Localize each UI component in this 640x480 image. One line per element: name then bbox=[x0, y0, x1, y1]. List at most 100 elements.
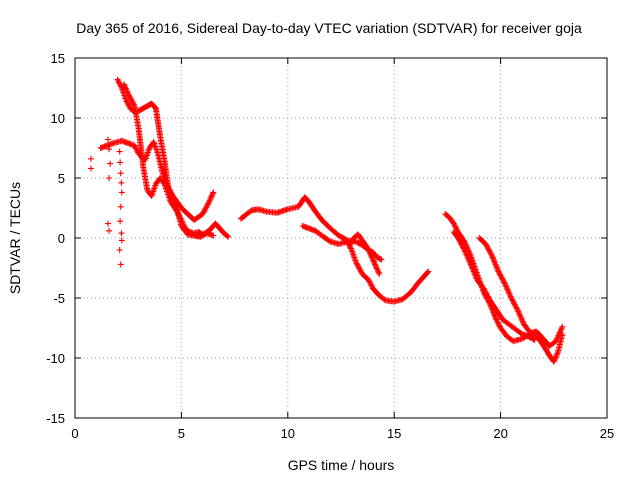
data-point bbox=[465, 257, 472, 264]
data-point bbox=[174, 208, 181, 215]
data-point bbox=[122, 84, 129, 91]
data-point bbox=[208, 193, 215, 200]
data-point bbox=[481, 288, 488, 295]
data-point bbox=[494, 267, 501, 274]
data-point bbox=[125, 102, 132, 109]
data-point bbox=[210, 232, 217, 239]
data-point bbox=[355, 263, 362, 269]
data-point bbox=[470, 267, 477, 274]
data-point bbox=[367, 281, 374, 288]
y-tick-label: 15 bbox=[51, 51, 65, 66]
data-point bbox=[378, 256, 385, 263]
data-point bbox=[551, 357, 558, 364]
data-point bbox=[131, 142, 138, 149]
y-tick-label: 10 bbox=[51, 111, 65, 126]
data-point bbox=[519, 318, 526, 325]
data-point bbox=[519, 317, 526, 324]
data-point bbox=[375, 268, 382, 275]
data-point bbox=[209, 192, 216, 199]
y-tick-label: -5 bbox=[53, 291, 65, 306]
data-point bbox=[210, 189, 217, 196]
data-point bbox=[128, 96, 135, 103]
data-point bbox=[462, 248, 469, 255]
data-point bbox=[506, 290, 513, 297]
data-point bbox=[179, 218, 186, 225]
data-point bbox=[490, 257, 497, 264]
data-point bbox=[556, 331, 563, 337]
data-point bbox=[513, 305, 520, 312]
data-point bbox=[201, 208, 208, 215]
data-point bbox=[501, 279, 508, 286]
data-point bbox=[456, 237, 463, 244]
data-point bbox=[527, 334, 534, 341]
data-point bbox=[115, 79, 122, 86]
data-point bbox=[515, 308, 522, 315]
data-point bbox=[130, 100, 137, 107]
data-point bbox=[87, 165, 94, 172]
data-point bbox=[202, 229, 209, 236]
data-point bbox=[552, 355, 559, 362]
x-axis-label: GPS time / hours bbox=[288, 457, 395, 473]
data-point bbox=[555, 332, 562, 339]
data-point bbox=[554, 335, 561, 342]
data-point bbox=[505, 287, 512, 294]
data-point bbox=[482, 289, 489, 296]
data-point bbox=[556, 329, 563, 336]
data-point bbox=[507, 293, 514, 300]
data-point bbox=[484, 293, 491, 300]
data-point bbox=[553, 336, 560, 343]
data-point bbox=[205, 200, 212, 207]
data-point bbox=[122, 85, 129, 92]
data-point bbox=[347, 245, 354, 252]
y-tick-label: 0 bbox=[58, 231, 65, 246]
data-point bbox=[133, 145, 140, 152]
data-point bbox=[375, 269, 382, 276]
data-point bbox=[485, 294, 492, 301]
data-point bbox=[425, 268, 432, 275]
data-point bbox=[176, 212, 183, 219]
data-point bbox=[123, 97, 130, 103]
data-point bbox=[471, 269, 478, 276]
data-point bbox=[469, 265, 476, 272]
data-point bbox=[200, 230, 207, 237]
data-point bbox=[373, 265, 380, 272]
data-point bbox=[117, 261, 124, 268]
data-point bbox=[104, 136, 111, 143]
data-point bbox=[494, 318, 501, 324]
data-point bbox=[525, 333, 532, 340]
data-point bbox=[459, 243, 466, 249]
data-point bbox=[134, 148, 141, 155]
data-point bbox=[363, 243, 370, 250]
data-point bbox=[470, 268, 477, 275]
data-point bbox=[225, 233, 232, 240]
data-point bbox=[160, 179, 167, 186]
data-point bbox=[376, 271, 383, 277]
data-point bbox=[357, 267, 364, 273]
data-point bbox=[452, 223, 459, 230]
data-point bbox=[461, 247, 468, 253]
data-point bbox=[484, 292, 491, 299]
data-point bbox=[493, 262, 500, 269]
data-point bbox=[494, 319, 501, 326]
data-point bbox=[201, 207, 208, 213]
data-point bbox=[489, 253, 496, 259]
data-point bbox=[487, 250, 494, 257]
data-point bbox=[554, 333, 561, 340]
axis-ticks: 0 5 10 15 20 25 15 10 5 0 -5 -10 -15 bbox=[46, 51, 614, 441]
data-point bbox=[471, 271, 478, 278]
data-point bbox=[495, 268, 502, 275]
data-point bbox=[506, 292, 513, 299]
data-point bbox=[203, 204, 210, 211]
data-point bbox=[355, 240, 362, 247]
data-point bbox=[455, 235, 462, 241]
data-point bbox=[484, 243, 491, 250]
data-point bbox=[117, 159, 124, 166]
data-point bbox=[365, 247, 372, 254]
data-point bbox=[106, 227, 113, 234]
data-point bbox=[481, 286, 488, 293]
data-point bbox=[367, 251, 374, 258]
data-point bbox=[482, 241, 489, 247]
data-point bbox=[552, 354, 559, 361]
data-point bbox=[463, 252, 470, 259]
data-point bbox=[372, 261, 379, 268]
